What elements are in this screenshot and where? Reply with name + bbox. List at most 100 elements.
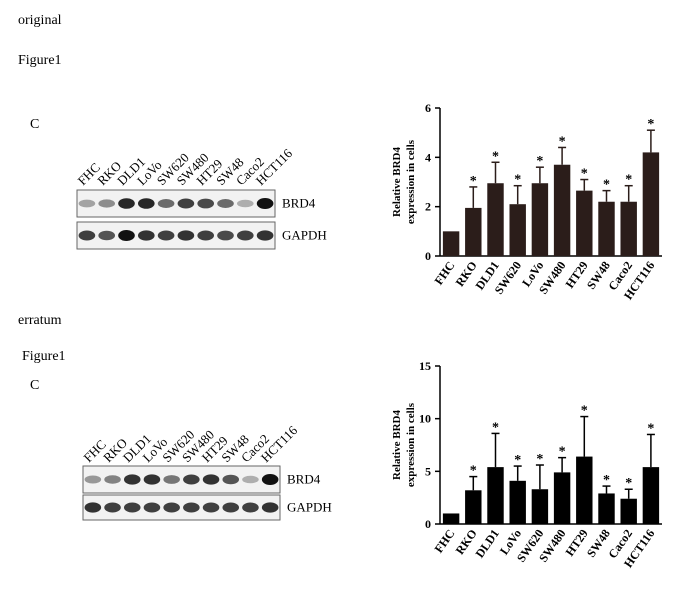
figure-label: Figure1 [18,53,62,68]
section-heading: erratum [18,313,62,328]
bar [531,183,549,256]
y-axis-label: expression in cells [405,402,417,487]
y-axis-label: expression in cells [405,139,417,224]
blot-band [197,198,215,209]
blot-band [242,475,259,484]
bar [487,467,504,524]
significance-marker: * [625,476,632,491]
significance-marker: * [470,174,477,189]
blot-band [177,198,195,209]
significance-marker: * [581,167,588,182]
bar [642,152,660,256]
significance-marker: * [470,464,477,479]
panel-label: C [30,378,39,393]
y-tick-label: 15 [419,359,431,373]
blot-band [197,230,215,241]
significance-marker: * [514,173,521,188]
blot-band [217,199,234,208]
blot-band [163,475,180,484]
blot-band [256,198,274,209]
blot-band [157,230,175,241]
bar [553,164,571,256]
significance-marker: * [492,149,499,164]
bar [465,207,482,256]
y-tick-label: 6 [425,101,431,115]
section-heading: original [18,13,62,28]
blot-band [236,230,254,241]
bar [576,456,593,524]
blot-band [104,475,121,484]
bar [487,183,504,256]
bar [620,498,637,524]
blot-band [183,474,200,485]
blot-band [123,474,141,485]
blot-band [118,230,135,241]
blot-band [137,230,155,241]
bar [531,489,549,524]
band-label: GAPDH [282,228,327,243]
x-tick-label: DLD1 [473,527,502,561]
panel-label: C [30,117,39,132]
blot-band [217,230,234,241]
y-axis-label: Relative BRD4 [391,410,403,480]
significance-marker: * [647,117,654,132]
significance-marker: * [647,421,654,436]
blot-band [78,199,96,208]
bar [598,201,615,256]
band-label: BRD4 [287,472,321,487]
blot-band [177,230,195,241]
blot-band [143,474,161,485]
bar [509,480,526,524]
blot-band [78,230,96,241]
x-tick-label: FHC [432,259,458,288]
blot-band [163,502,180,513]
blot-band [98,199,116,208]
blot-band [84,502,102,513]
significance-marker: * [536,154,543,169]
blot-band [98,230,116,241]
blot-band [236,199,254,208]
blot-band [261,474,279,485]
blot-band [143,502,161,513]
bar [442,231,460,256]
blot-band [222,474,240,485]
blot-band [137,198,155,209]
blot-band [183,502,200,513]
bar [598,493,615,524]
significance-marker: * [492,420,499,435]
bar [620,201,637,256]
bar [509,204,526,256]
significance-marker: * [581,404,588,419]
bar [553,472,571,524]
y-tick-label: 0 [425,249,431,263]
blot-band [242,502,259,513]
band-label: BRD4 [282,196,316,211]
blot-band [84,475,102,484]
y-tick-label: 5 [425,464,431,478]
x-tick-label: FHC [432,527,458,556]
y-tick-label: 4 [425,150,431,164]
significance-marker: * [625,173,632,188]
significance-marker: * [603,473,610,488]
blot-band [123,502,141,513]
bar [576,190,593,256]
significance-marker: * [603,178,610,193]
band-label: GAPDH [287,500,332,515]
blot-band [157,199,175,208]
y-tick-label: 2 [425,200,431,214]
significance-marker: * [559,134,566,149]
significance-marker: * [536,452,543,467]
y-tick-label: 0 [425,517,431,531]
blot-band [222,502,240,513]
y-tick-label: 10 [419,412,431,426]
blot-band [202,502,220,513]
significance-marker: * [514,453,521,468]
blot-box [76,189,276,218]
blot-band [202,474,220,485]
blot-band [261,502,279,513]
bar [642,467,660,524]
blot-band [256,230,274,241]
blot-band [118,198,135,209]
bar [442,513,460,524]
